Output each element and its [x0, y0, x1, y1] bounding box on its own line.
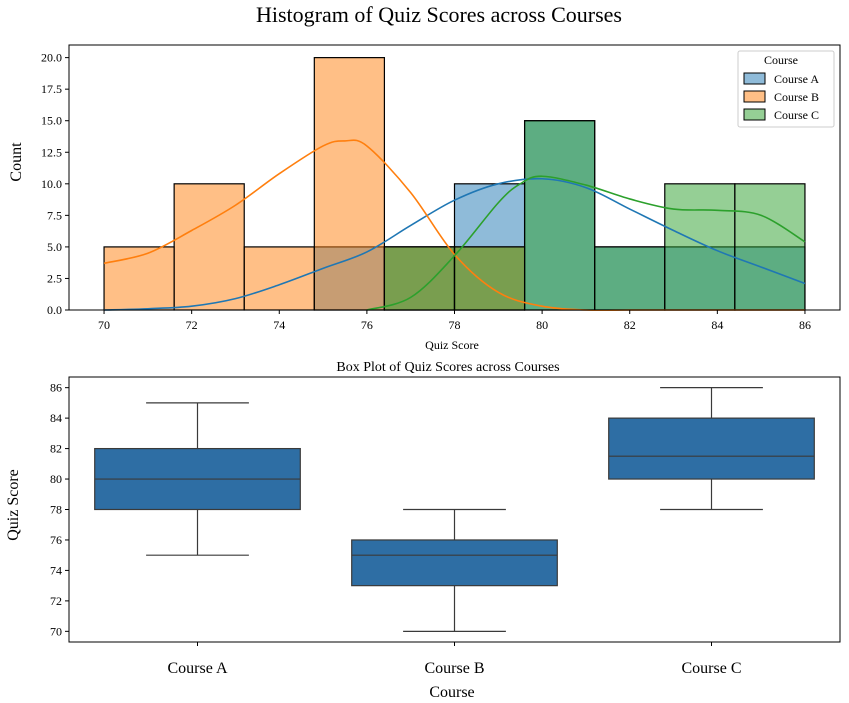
legend-label-course-b: Course B — [774, 90, 819, 104]
histogram-bar-course-c-7 — [594, 246, 666, 311]
histogram-x-tick-label: 72 — [186, 318, 198, 332]
histogram-y-tick-label: 12.5 — [41, 145, 62, 159]
histogram-bars — [103, 57, 806, 311]
legend-swatch-course-b — [743, 90, 766, 103]
boxplot-y-tick-label: 76 — [50, 533, 62, 547]
histogram-x-tick-label: 76 — [361, 318, 373, 332]
legend-swatch-course-c — [743, 108, 766, 121]
histogram-bar-course-b-3 — [313, 57, 386, 311]
kde-curve-course-a — [104, 177, 806, 311]
histogram-bar-course-c-6 — [523, 120, 596, 311]
boxplot-y-tick-label: 78 — [50, 503, 62, 517]
histogram-x-tick-label: 80 — [536, 318, 548, 332]
histogram-x-ticks: 70 72 74 76 78 80 82 84 86 — [98, 310, 811, 332]
histogram-y-ticks: 0.0 2.5 5.0 7.5 10.0 12.5 15.0 17.5 20.0 — [41, 51, 69, 317]
histogram-x-tick-label: 84 — [711, 318, 723, 332]
histogram-y-tick-label: 20.0 — [41, 51, 62, 65]
histogram-bar-course-c-8 — [664, 183, 736, 311]
boxplot-title: Box Plot of Quiz Scores across Courses — [336, 360, 559, 375]
legend-title: Course — [764, 53, 798, 67]
legend-swatch-course-a — [743, 72, 766, 85]
legend-label-course-a: Course A — [774, 72, 819, 86]
histogram-y-tick-label: 7.5 — [47, 208, 62, 222]
figure-title: Histogram of Quiz Scores across Courses — [256, 2, 622, 27]
histogram-y-tick-label: 5.0 — [47, 240, 62, 254]
histogram-y-tick-label: 17.5 — [41, 82, 62, 96]
legend-box — [737, 50, 835, 128]
boxplot-category-label: Course A — [168, 660, 228, 677]
histogram-panel: 70 72 74 76 78 80 82 84 86 0.0 2.5 5.0 7.5 10.0 12.5 1… — [8, 44, 841, 352]
histogram-bar-course-c-4 — [383, 246, 456, 311]
histogram-y-tick-label: 15.0 — [41, 114, 62, 128]
boxplot-box-course-b — [351, 539, 558, 587]
histogram-y-tick-label: 2.5 — [47, 271, 62, 285]
boxplot-y-tick-label: 70 — [50, 624, 62, 638]
histogram-y-axis-label: Count — [8, 142, 25, 182]
boxplot-box-course-c — [608, 417, 815, 480]
histogram-x-tick-label: 82 — [624, 318, 636, 332]
histogram-y-tick-label: 0.0 — [47, 303, 62, 317]
legend-entries: Course A Course B Course C — [743, 72, 819, 122]
boxplot-x-axis-label: Course — [429, 684, 474, 701]
histogram-bar-course-c-9 — [734, 183, 806, 311]
boxplot-category-label: Course B — [425, 660, 485, 677]
boxplot-y-tick-label: 84 — [50, 411, 62, 425]
boxplot-boxes — [94, 387, 815, 632]
boxplot-y-axis-label: Quiz Score — [5, 469, 22, 541]
histogram-y-tick-label: 10.0 — [41, 177, 62, 191]
boxplot-panel: Box Plot of Quiz Scores across Courses 7… — [5, 360, 841, 701]
boxplot-x-ticks: Course A Course B Course C — [168, 642, 742, 677]
histogram-bar-course-b-2 — [243, 246, 315, 311]
histogram-bar-course-c-5 — [453, 246, 526, 311]
histogram-x-tick-label: 86 — [799, 318, 811, 332]
histogram-bar-course-b-1 — [173, 183, 245, 311]
histogram-x-axis-label: Quiz Score — [425, 338, 479, 352]
boxplot-y-tick-label: 74 — [50, 563, 62, 577]
legend-label-course-c: Course C — [774, 108, 819, 122]
boxplot-y-tick-label: 82 — [50, 442, 62, 456]
histogram-legend: Course Course A Course B Course C — [737, 50, 835, 128]
kde-curve-course-c — [366, 175, 806, 311]
boxplot-y-tick-label: 86 — [50, 381, 62, 395]
histogram-x-tick-label: 78 — [449, 318, 461, 332]
boxplot-y-tick-label: 80 — [50, 472, 62, 486]
histogram-bar-course-b-0 — [103, 246, 175, 311]
boxplot-y-ticks: 70 72 74 76 78 80 82 84 86 — [50, 381, 69, 638]
boxplot-category-label: Course C — [682, 660, 742, 677]
histogram-x-tick-label: 74 — [273, 318, 285, 332]
boxplot-y-tick-label: 72 — [50, 594, 62, 608]
histogram-x-tick-label: 70 — [98, 318, 110, 332]
